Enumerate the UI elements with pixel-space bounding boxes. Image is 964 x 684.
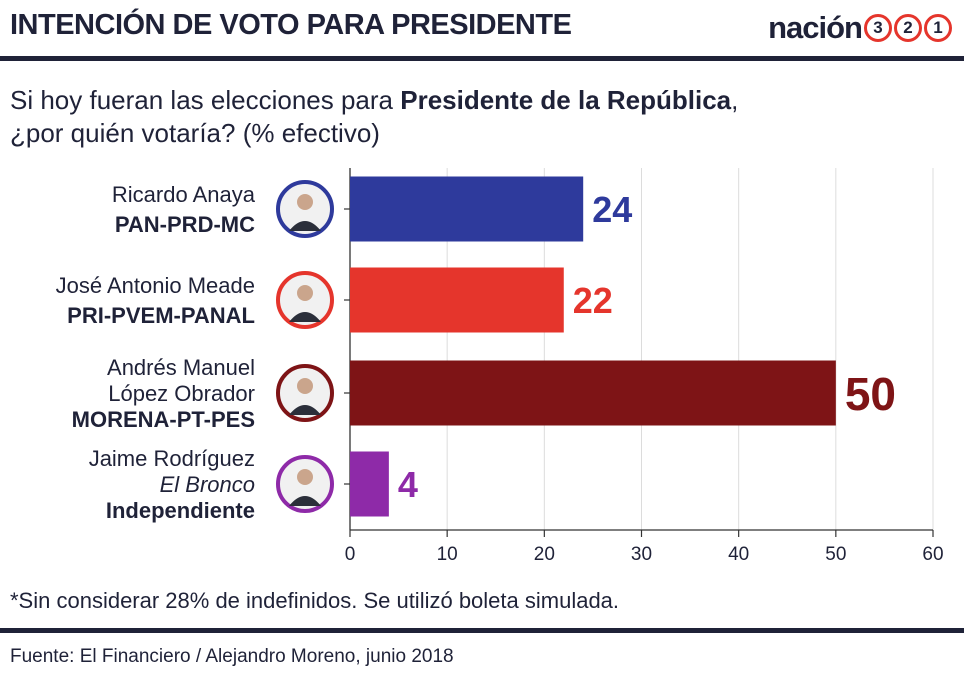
candidate-name-label: José Antonio Meade <box>56 273 255 298</box>
x-tick-label: 20 <box>534 544 555 565</box>
logo-digit-3: 3 <box>864 14 892 42</box>
bar <box>350 176 584 242</box>
question-subtext: ¿por quién votaría? (% efectivo) <box>10 118 380 148</box>
chart-title: INTENCIÓN DE VOTO PARA PRESIDENTE <box>10 9 572 41</box>
x-tick-label: 0 <box>345 544 356 565</box>
candidate-name-label: Jaime Rodríguez <box>89 446 255 471</box>
portrait-face <box>297 378 313 394</box>
candidate-name-label: López Obrador <box>108 381 255 406</box>
question-emphasis: Presidente de la República <box>400 85 732 115</box>
portrait-suit <box>289 312 321 322</box>
candidate-name-label: Ricardo Anaya <box>112 182 256 207</box>
data-label: 4 <box>398 464 418 505</box>
nacion321-logo: nación 3 2 1 <box>768 8 952 48</box>
portrait-face <box>297 469 313 485</box>
header: INTENCIÓN DE VOTO PARA PRESIDENTE nación… <box>0 0 964 60</box>
party-label: PRI-PVEM-PANAL <box>67 303 255 328</box>
survey-question: Si hoy fueran las elecciones para Presid… <box>10 84 910 150</box>
candidate-name-label: El Bronco <box>160 472 255 497</box>
data-label: 22 <box>573 280 613 321</box>
x-tick-label: 50 <box>825 544 846 565</box>
logo-word: nación <box>768 10 863 45</box>
header-rule <box>0 56 964 61</box>
portrait-suit <box>289 496 321 506</box>
x-tick-label: 60 <box>922 544 943 565</box>
data-label: 24 <box>592 189 632 230</box>
portrait-suit <box>289 221 321 231</box>
party-label: PAN-PRD-MC <box>115 212 255 237</box>
footer-rule <box>0 628 964 633</box>
bar <box>350 451 389 517</box>
logo-digit-1: 1 <box>924 14 952 42</box>
question-comma: , <box>731 85 739 115</box>
data-label: 50 <box>845 368 896 420</box>
question-text: Si hoy fueran las elecciones para <box>10 85 401 115</box>
portrait-face <box>297 285 313 301</box>
portrait-suit <box>289 405 321 415</box>
party-label: Independiente <box>106 498 255 523</box>
logo-digit-2: 2 <box>894 14 922 42</box>
party-label: MORENA-PT-PES <box>72 407 255 432</box>
source-credit: Fuente: El Financiero / Alejandro Moreno… <box>10 646 454 667</box>
portrait-face <box>297 194 313 210</box>
footnote: *Sin considerar 28% de indefinidos. Se u… <box>10 588 620 613</box>
x-tick-label: 30 <box>631 544 652 565</box>
x-tick-label: 40 <box>728 544 749 565</box>
bar <box>350 360 836 426</box>
bar <box>350 267 564 333</box>
x-tick-label: 10 <box>437 544 458 565</box>
candidate-name-label: Andrés Manuel <box>107 355 255 380</box>
